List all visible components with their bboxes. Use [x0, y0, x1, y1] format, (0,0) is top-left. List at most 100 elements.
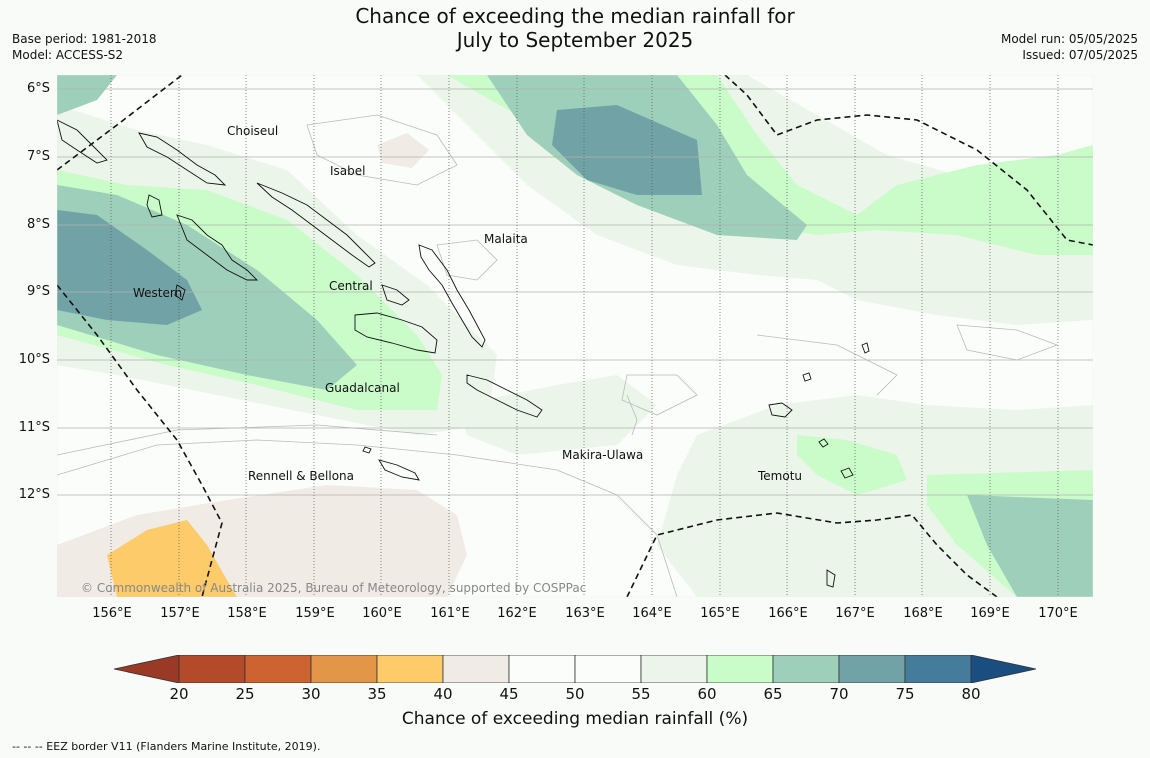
colorbar [114, 655, 1036, 683]
eez-south-east [626, 512, 998, 597]
eez-north-west [57, 75, 183, 171]
fill-70-75-north [552, 105, 702, 195]
colorbar-cell [178, 655, 246, 683]
lon-label: 167°E [835, 606, 875, 621]
colorbar-tick: 40 [433, 685, 453, 703]
lon-label: 168°E [903, 606, 943, 621]
fill-nw-corner [57, 75, 117, 115]
header-right-meta: Model run: 05/05/2025 Issued: 07/05/2025 [1001, 31, 1138, 63]
colorbar-cell [574, 655, 642, 683]
lat-label: 7°S [26, 149, 50, 164]
lat-label: 6°S [26, 81, 50, 96]
eez-north-east [724, 75, 1093, 246]
island-florida [381, 284, 410, 306]
colorbar-cell [376, 655, 444, 683]
probability-fills [57, 75, 1093, 597]
colorbar-cell [640, 655, 708, 683]
island-santa-cruz [768, 402, 793, 418]
label-guadalcanal: Guadalcanal [325, 381, 400, 395]
colorbar-cell [838, 655, 906, 683]
header-left-meta: Base period: 1981-2018 Model: ACCESS-S2 [12, 31, 157, 63]
island-vella [146, 194, 163, 218]
fill-40-45-north [377, 133, 429, 168]
colorbar-cell [904, 655, 972, 683]
province-labels: Choiseul Isabel Malaita Central Western … [133, 124, 802, 483]
label-central: Central [329, 279, 373, 293]
lon-label: 161°E [430, 606, 470, 621]
colorbar-cell [442, 655, 510, 683]
issued-date: Issued: 07/05/2025 [1022, 48, 1138, 62]
island-small-1 [861, 342, 870, 354]
colorbar-tick: 70 [829, 685, 849, 703]
lat-label: 10°S [18, 352, 50, 367]
lat-label: 9°S [26, 284, 50, 299]
colorbar-cell [772, 655, 840, 683]
island-choiseul [138, 132, 227, 186]
lon-label: 162°E [497, 606, 537, 621]
latitude-lines [57, 88, 1093, 496]
lat-label: 11°S [18, 420, 50, 435]
fill-65-70-se [967, 495, 1093, 597]
colorbar-title: Chance of exceeding median rainfall (%) [401, 709, 749, 729]
lon-label: 159°E [295, 606, 335, 621]
longitude-lines [110, 75, 1059, 597]
colorbar-cell [706, 655, 774, 683]
colorbar-tick: 30 [301, 685, 321, 703]
lon-label: 160°E [362, 606, 402, 621]
label-makira-ulawa: Makira-Ulawa [562, 448, 643, 462]
eez-west-south [57, 284, 223, 597]
colorbar-tick: 35 [367, 685, 387, 703]
island-bougainville-tip [57, 119, 108, 164]
colorbar-cell [310, 655, 378, 683]
island-ranongga [174, 284, 186, 301]
fill-35-40-south [107, 520, 237, 597]
label-choiseul: Choiseul [227, 124, 278, 138]
label-western: Western [133, 286, 182, 300]
lon-label: 157°E [160, 606, 200, 621]
island-bellona [362, 446, 372, 454]
graticule [57, 75, 1093, 597]
lon-label: 165°E [700, 606, 740, 621]
island-vanikoro [818, 438, 829, 448]
fill-70-75-west [57, 210, 202, 325]
fill-55-60-central [457, 375, 657, 455]
base-period: Base period: 1981-2018 [12, 32, 157, 46]
colorbar-tick: 55 [631, 685, 651, 703]
model-run: Model run: 05/05/2025 [1000, 32, 1138, 46]
island-reef [802, 372, 812, 382]
island-isabel [256, 182, 376, 268]
fill-65-70-west [57, 185, 357, 390]
colorbar-tick: 80 [961, 685, 981, 703]
title-line-1: Chance of exceeding the median rainfall … [355, 4, 795, 28]
lon-label: 163°E [565, 606, 605, 621]
island-makira [466, 374, 543, 418]
label-malaita: Malaita [484, 232, 528, 246]
lon-label: 170°E [1038, 606, 1078, 621]
island-new-georgia [176, 214, 259, 281]
colorbar-extend-low [114, 655, 180, 683]
island-vanuatu-tip [826, 569, 836, 588]
island-guadalcanal [354, 312, 438, 354]
colorbar-cells [178, 655, 972, 683]
label-rennell-bellona: Rennell & Bellona [248, 469, 354, 483]
colorbar-tick: 50 [565, 685, 585, 703]
eez-legend-note: -- -- -- EEZ border V11 (Flanders Marine… [12, 740, 321, 753]
lon-label: 156°E [92, 606, 132, 621]
lon-label: 158°E [227, 606, 267, 621]
island-utupua [840, 467, 854, 479]
copyright-note: © Commonwealth of Australia 2025, Bureau… [81, 581, 586, 595]
lon-label: 169°E [970, 606, 1010, 621]
lat-label: 12°S [18, 487, 50, 502]
rainfall-map: Choiseul Isabel Malaita Central Western … [57, 75, 1093, 597]
coastlines [57, 119, 870, 588]
contour-lines [57, 114, 1059, 597]
colorbar-tick: 75 [895, 685, 915, 703]
colorbar-tick: 25 [235, 685, 255, 703]
lon-label: 164°E [632, 606, 672, 621]
colorbar-extend-high [970, 655, 1036, 683]
colorbar-tick: 65 [763, 685, 783, 703]
title-line-2: July to September 2025 [456, 28, 694, 52]
colorbar-cell [508, 655, 576, 683]
page-title: Chance of exceeding the median rainfall … [0, 4, 1150, 52]
island-malaita [418, 244, 486, 348]
